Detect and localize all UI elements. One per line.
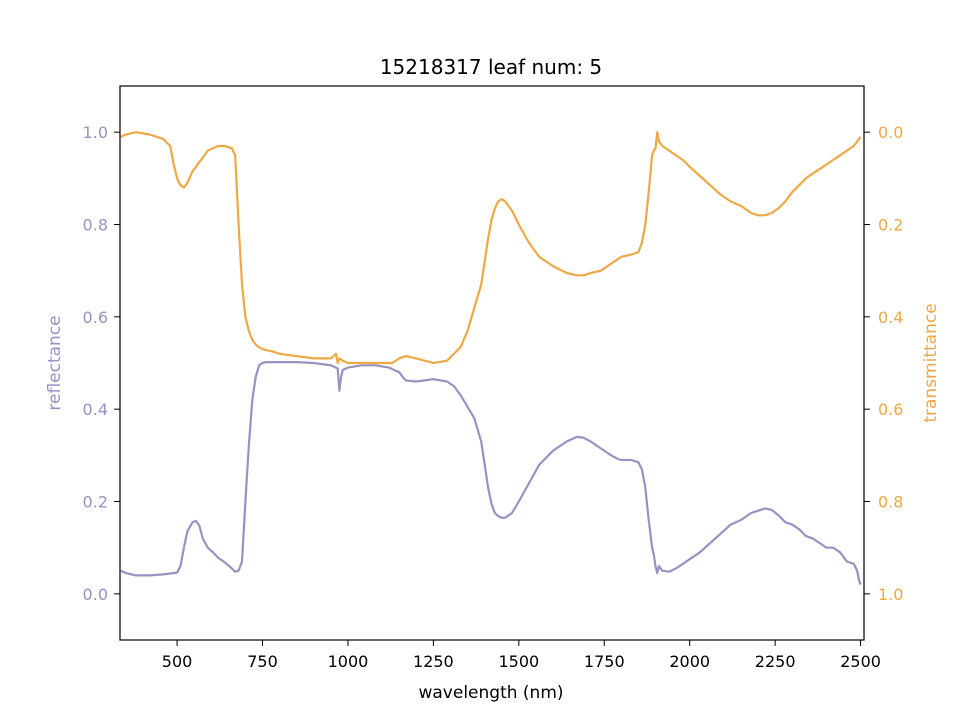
- x-tick-label-1250: 1250: [413, 652, 454, 671]
- reflectance-line: [120, 361, 862, 585]
- x-tick-label-1000: 1000: [328, 652, 369, 671]
- x-tick-label-500: 500: [162, 652, 193, 671]
- x-tick-label-1750: 1750: [584, 652, 625, 671]
- y2-tick-label-1.0: 1.0: [878, 585, 903, 604]
- x-tick-label-750: 750: [247, 652, 278, 671]
- y2-tick-label-0.6: 0.6: [878, 400, 903, 419]
- x-tick-label-1500: 1500: [498, 652, 539, 671]
- y-tick-label-0.0: 0.0: [83, 585, 108, 604]
- y-tick-label-0.8: 0.8: [83, 216, 108, 235]
- y2-tick-label-0.2: 0.2: [878, 216, 903, 235]
- x-tick-label-2250: 2250: [755, 652, 796, 671]
- y-tick-label-0.2: 0.2: [83, 493, 108, 512]
- plot-frame: [119, 85, 865, 641]
- y2-tick-label-0.0: 0.0: [878, 123, 903, 142]
- chart-title: 15218317 leaf num: 5: [380, 55, 602, 79]
- y-axis-label: reflectance: [45, 315, 65, 410]
- y2-tick-label-0.8: 0.8: [878, 493, 903, 512]
- y-tick-label-0.6: 0.6: [83, 308, 108, 327]
- y-tick-label-1.0: 1.0: [83, 123, 108, 142]
- series-layer: [120, 131, 862, 585]
- y2-tick-label-0.4: 0.4: [878, 308, 903, 327]
- y2-axis-label: transmittance: [921, 303, 941, 422]
- transmittance-line: [120, 131, 862, 365]
- y-tick-label-0.4: 0.4: [83, 400, 108, 419]
- x-axis-label: wavelength (nm): [418, 683, 563, 703]
- x-tick-label-2500: 2500: [840, 652, 881, 671]
- x-tick-label-2000: 2000: [669, 652, 710, 671]
- axes-layer: 500 750 1000 1250 1500 1750 2000 2250 2500 0.0 0.2…: [83, 85, 903, 671]
